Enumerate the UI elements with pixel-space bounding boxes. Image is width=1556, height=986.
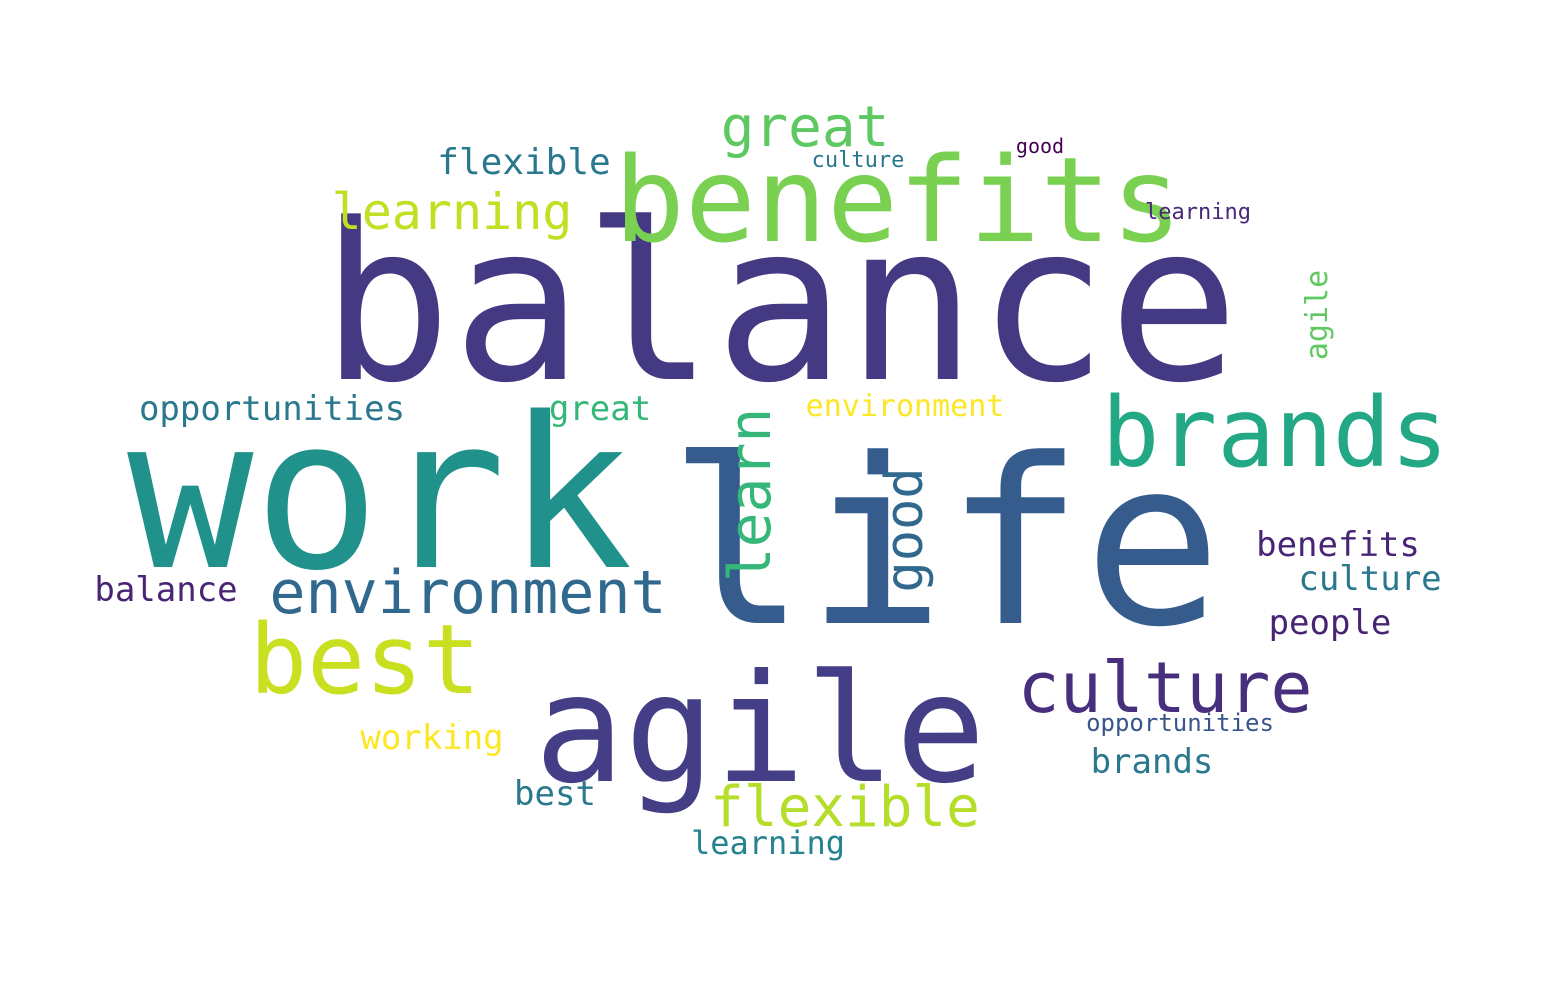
word-opportunities-medium: opportunities — [138, 389, 406, 429]
word-good-vertical: good — [875, 467, 935, 593]
word-learning-medium: learning — [690, 824, 846, 862]
word-environment-medium: environment — [805, 389, 1005, 424]
word-brands-main: brands — [1101, 377, 1449, 489]
word-learn-vertical: learn — [716, 407, 784, 583]
word-working-medium: working — [360, 718, 504, 758]
word-work-main: work — [127, 372, 633, 617]
word-flexible-large: flexible — [710, 775, 980, 840]
word-balance-main: balance — [320, 178, 1240, 431]
word-learning-large: learning — [331, 183, 573, 241]
word-culture-medium: culture — [1298, 559, 1442, 599]
word-learning-small: learning — [1145, 200, 1251, 225]
word-culture-small: culture — [811, 148, 905, 173]
word-environment-main: environment — [269, 558, 667, 628]
word-benefits-medium: benefits — [1256, 525, 1420, 565]
word-agile-vertical: agile — [1300, 269, 1335, 361]
word-agile-main: agile — [534, 643, 986, 817]
word-culture-main: culture — [1017, 647, 1313, 729]
word-people-medium: people — [1268, 603, 1392, 643]
word-benefits-main: benefits — [613, 131, 1183, 269]
word-best-main: best — [249, 604, 481, 716]
word-good-small: good — [1015, 134, 1065, 158]
word-balance-medium: balance — [94, 570, 238, 610]
word-great-main: great — [720, 95, 890, 160]
word-flexible-medium: flexible — [437, 142, 611, 183]
word-brands-medium: brands — [1090, 742, 1214, 782]
word-great-medium: great — [548, 389, 652, 429]
word-best-small: best — [514, 774, 596, 814]
word-life-main: life — [668, 411, 1222, 678]
word-opportunities-small: opportunities — [1086, 709, 1274, 737]
